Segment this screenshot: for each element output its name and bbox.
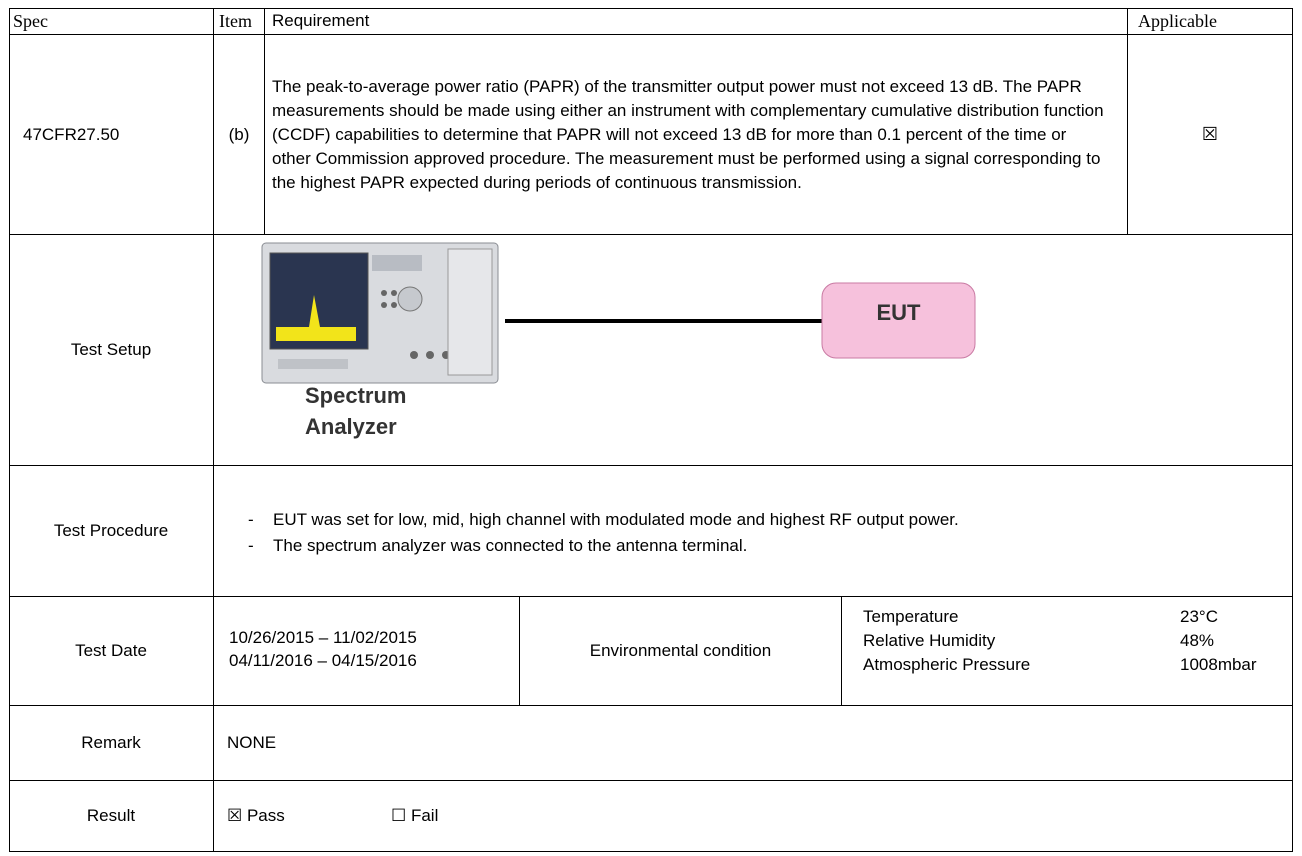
procedure-cell (214, 466, 1293, 597)
instrument-label: Analyzer (305, 414, 397, 439)
condition-label: Environmental condition (520, 597, 842, 706)
condition-name: Temperature (863, 607, 959, 626)
row-label: Test Procedure (9, 466, 214, 597)
requirement: The peak-to-average power ratio (PAPR) o… (265, 35, 1128, 235)
result-cell (214, 781, 1293, 852)
conditions-cell (842, 597, 1293, 706)
applicable-checkbox: ☒ (1128, 35, 1293, 235)
bullet: - (248, 510, 254, 529)
date-cell (214, 597, 520, 706)
eut-box (821, 282, 976, 359)
header-cell: Requirement (265, 8, 1128, 35)
setup-diagram (261, 242, 976, 384)
procedure-step: The spectrum analyzer was connected to t… (273, 536, 748, 555)
remark-value: NONE (214, 706, 1293, 781)
row-label: Test Setup (9, 235, 214, 466)
result-pass: ☒ Pass (227, 806, 285, 825)
header-cell: Applicable (1128, 8, 1293, 35)
condition-name: Relative Humidity (863, 631, 996, 650)
row-label: Test Date (9, 597, 214, 706)
row-label: Result (9, 781, 214, 852)
instrument-label: Spectrum (305, 383, 407, 408)
condition-value: 23°C (1180, 607, 1218, 626)
bullet: - (248, 536, 254, 555)
condition-name: Atmospheric Pressure (863, 655, 1031, 674)
header-cell: Spec (9, 8, 214, 35)
condition-value: 48% (1180, 631, 1215, 650)
procedure-step: EUT was set for low, mid, high channel w… (273, 510, 959, 529)
spectrum-analyzer-icon (261, 242, 499, 384)
date-range: 10/26/2015 – 11/02/2015 (229, 628, 417, 647)
condition-value: 1008mbar (1180, 655, 1257, 674)
date-range: 04/11/2016 – 04/15/2016 (229, 651, 417, 670)
table (9, 8, 1293, 852)
item: (b) (214, 35, 265, 235)
header-cell: Item (214, 8, 265, 35)
eut-label: EUT (876, 300, 921, 325)
spec: 47CFR27.50 (9, 35, 214, 235)
setup-cell (214, 235, 1293, 466)
result-fail: ☐ Fail (391, 806, 439, 825)
row-label: Remark (9, 706, 214, 781)
